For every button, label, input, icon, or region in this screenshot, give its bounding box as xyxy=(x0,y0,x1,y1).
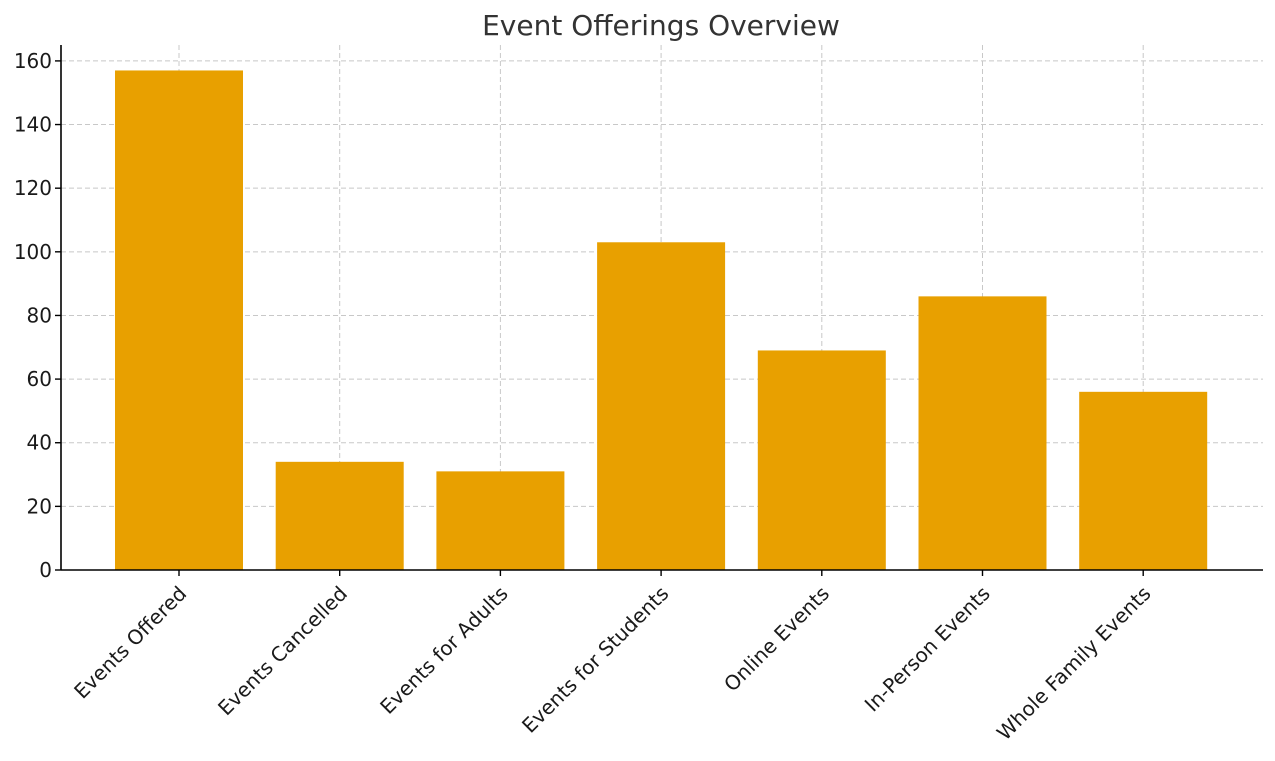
y-axis-ticks: 0 20 40 60 80 100 120 140 160 xyxy=(14,49,61,582)
x-tick-label: In-Person Events xyxy=(860,581,995,716)
bar xyxy=(1079,391,1208,570)
x-tick-label: Events Offered xyxy=(69,581,191,703)
y-tick-label: 60 xyxy=(27,367,52,391)
bar xyxy=(275,461,404,570)
y-tick-label: 40 xyxy=(27,431,52,455)
bar xyxy=(918,296,1047,570)
y-tick-label: 120 xyxy=(14,176,52,200)
chart-title: Event Offerings Overview xyxy=(482,9,840,42)
x-tick-label: Online Events xyxy=(719,581,834,696)
y-tick-label: 100 xyxy=(14,240,52,264)
x-tick-label: Events Cancelled xyxy=(213,581,352,720)
x-axis-ticks: Events Offered Events Cancelled Events for… xyxy=(69,570,1155,745)
bar xyxy=(436,471,565,570)
y-tick-label: 80 xyxy=(27,303,52,327)
y-tick-label: 160 xyxy=(14,49,52,73)
bar xyxy=(115,70,243,571)
axes xyxy=(60,45,1263,571)
y-tick-label: 20 xyxy=(27,494,52,518)
bar xyxy=(597,242,726,571)
bar xyxy=(757,350,886,570)
y-tick-label: 0 xyxy=(39,558,52,582)
bars xyxy=(115,70,1208,571)
x-tick-label: Whole Family Events xyxy=(992,581,1156,745)
x-tick-label: Events for Adults xyxy=(375,581,512,718)
x-tick-label: Events for Students xyxy=(517,581,673,737)
y-tick-label: 140 xyxy=(14,113,52,137)
